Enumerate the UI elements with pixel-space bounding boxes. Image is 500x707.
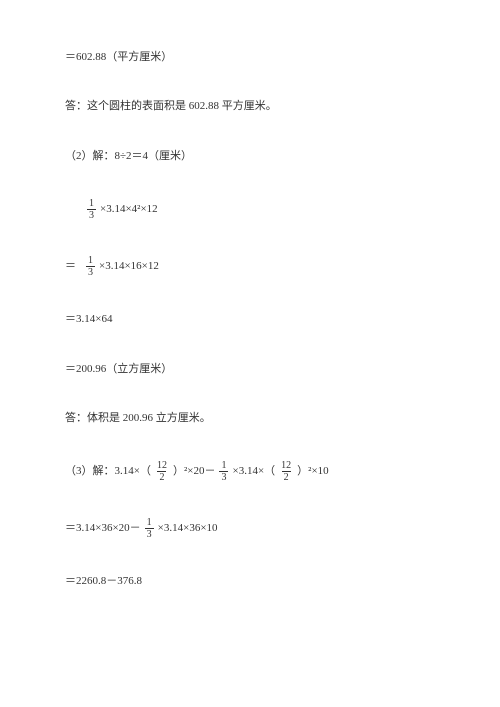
text: ＝ xyxy=(65,259,76,274)
text: 答：这个圆柱的表面积是 602.88 平方厘米。 xyxy=(65,99,277,114)
problem-2-header: （2）解：8÷2＝4（厘米） xyxy=(65,149,435,164)
text: ＝200.96（立方厘米） xyxy=(65,362,172,377)
answer-line-1: 答：这个圆柱的表面积是 602.88 平方厘米。 xyxy=(65,99,435,114)
text: （2）解：8÷2＝4（厘米） xyxy=(65,149,192,164)
text: ×3.14×36×10 xyxy=(158,521,218,536)
expr-line-1: 1 3 ×3.14×4²×12 xyxy=(65,198,435,221)
fraction-one-third: 1 3 xyxy=(219,460,228,483)
text: ＝3.14×64 xyxy=(65,312,112,327)
denominator: 3 xyxy=(145,528,154,540)
expr-line-3: ＝3.14×64 xyxy=(65,312,435,327)
text: ＝602.88（平方厘米） xyxy=(65,50,172,65)
text: ＝2260.8－376.8 xyxy=(65,574,142,589)
expr-line-6: ＝2260.8－376.8 xyxy=(65,574,435,589)
fraction-twelve-half: 12 2 xyxy=(155,460,169,483)
expr-line-5: ＝3.14×36×20－ 1 3 ×3.14×36×10 xyxy=(65,517,435,540)
denominator: 2 xyxy=(282,471,291,483)
text: （3）解：3.14×（ xyxy=(65,464,151,479)
numerator: 12 xyxy=(155,460,169,471)
text: ×3.14×16×12 xyxy=(99,259,159,274)
numerator: 1 xyxy=(87,198,96,209)
result-line-1: ＝602.88（平方厘米） xyxy=(65,50,435,65)
denominator: 2 xyxy=(157,471,166,483)
expr-line-2: ＝ 1 3 ×3.14×16×12 xyxy=(65,255,435,278)
fraction-one-third: 1 3 xyxy=(87,198,96,221)
numerator: 1 xyxy=(86,255,95,266)
text: 答：体积是 200.96 立方厘米。 xyxy=(65,411,211,426)
text: ）²×20－ xyxy=(173,464,216,479)
denominator: 3 xyxy=(219,471,228,483)
numerator: 1 xyxy=(219,460,228,471)
fraction-one-third: 1 3 xyxy=(145,517,154,540)
text: ×3.14×4²×12 xyxy=(100,202,158,217)
text: ）²×10 xyxy=(297,464,329,479)
fraction-twelve-half: 12 2 xyxy=(279,460,293,483)
text: ＝3.14×36×20－ xyxy=(65,521,141,536)
denominator: 3 xyxy=(87,209,96,221)
fraction-one-third: 1 3 xyxy=(86,255,95,278)
expr-line-4: ＝200.96（立方厘米） xyxy=(65,362,435,377)
text: ×3.14×（ xyxy=(232,464,275,479)
numerator: 12 xyxy=(279,460,293,471)
problem-3-expr: （3）解：3.14×（ 12 2 ）²×20－ 1 3 ×3.14×（ 12 2… xyxy=(65,460,435,483)
numerator: 1 xyxy=(145,517,154,528)
denominator: 3 xyxy=(86,266,95,278)
answer-line-2: 答：体积是 200.96 立方厘米。 xyxy=(65,411,435,426)
